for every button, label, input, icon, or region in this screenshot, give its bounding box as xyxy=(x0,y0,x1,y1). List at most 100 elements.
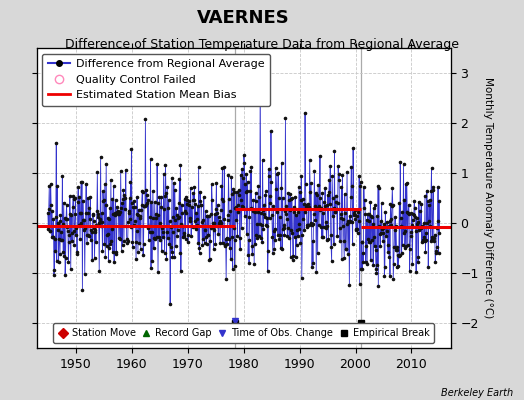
Point xyxy=(224,212,232,218)
Point xyxy=(119,196,127,203)
Point xyxy=(148,258,156,265)
Point xyxy=(405,210,413,217)
Point xyxy=(276,214,284,220)
Point xyxy=(428,234,436,240)
Point xyxy=(319,210,328,216)
Point xyxy=(217,182,226,189)
Point xyxy=(330,148,339,154)
Point xyxy=(387,221,396,228)
Point xyxy=(56,211,64,218)
Point xyxy=(154,269,162,276)
Point xyxy=(104,230,112,237)
Point xyxy=(91,227,100,234)
Point xyxy=(124,208,133,214)
Point xyxy=(421,192,429,199)
Point xyxy=(78,178,86,185)
Point xyxy=(293,227,301,234)
Point xyxy=(133,228,141,234)
Point xyxy=(91,229,99,236)
Point xyxy=(150,199,159,205)
Point xyxy=(165,196,173,203)
Point xyxy=(184,239,192,246)
Point xyxy=(167,244,175,250)
Point xyxy=(376,231,384,238)
Point xyxy=(287,227,296,234)
Point xyxy=(137,207,145,214)
Point xyxy=(147,198,156,205)
Point xyxy=(59,248,68,255)
Point xyxy=(155,194,163,201)
Point xyxy=(417,225,425,231)
Point xyxy=(372,266,380,272)
Point xyxy=(191,200,200,207)
Point xyxy=(413,219,422,225)
Point xyxy=(138,188,146,194)
Point xyxy=(422,236,431,243)
Point xyxy=(160,249,169,256)
Point xyxy=(299,201,308,208)
Point xyxy=(312,190,320,196)
Point xyxy=(86,237,95,243)
Point xyxy=(123,236,131,242)
Point xyxy=(337,256,346,262)
Point xyxy=(370,234,378,240)
Point xyxy=(187,233,195,240)
Point xyxy=(285,197,293,203)
Point xyxy=(155,234,163,240)
Point xyxy=(129,222,138,229)
Point xyxy=(406,246,414,252)
Point xyxy=(221,242,229,248)
Point xyxy=(292,242,301,248)
Point xyxy=(346,218,355,224)
Point xyxy=(335,170,343,177)
Point xyxy=(362,243,370,249)
Point xyxy=(251,241,259,247)
Point xyxy=(375,185,383,191)
Point xyxy=(325,176,333,183)
Point xyxy=(197,202,205,209)
Point xyxy=(358,239,366,246)
Point xyxy=(118,242,127,248)
Point xyxy=(280,225,288,231)
Point xyxy=(386,272,394,279)
Point xyxy=(390,227,399,234)
Point xyxy=(124,218,133,225)
Point xyxy=(92,239,100,245)
Point xyxy=(109,211,117,218)
Point xyxy=(252,198,260,204)
Point xyxy=(127,223,135,230)
Point xyxy=(96,216,104,223)
Point xyxy=(403,208,411,215)
Point xyxy=(280,232,289,238)
Point xyxy=(240,160,248,167)
Point xyxy=(151,235,159,242)
Point xyxy=(62,216,70,222)
Point xyxy=(83,240,91,246)
Point xyxy=(300,226,308,233)
Point xyxy=(243,231,251,238)
Point xyxy=(223,217,232,223)
Point xyxy=(180,233,188,239)
Point xyxy=(201,208,210,214)
Point xyxy=(180,230,188,236)
Point xyxy=(73,248,81,255)
Point xyxy=(316,152,324,159)
Point xyxy=(231,263,239,269)
Point xyxy=(71,194,80,201)
Point xyxy=(361,196,369,203)
Point xyxy=(88,256,96,263)
Point xyxy=(253,220,261,227)
Point xyxy=(90,255,99,262)
Point xyxy=(381,209,389,216)
Point xyxy=(336,238,344,244)
Point xyxy=(97,210,106,216)
Text: Berkeley Earth: Berkeley Earth xyxy=(441,388,514,398)
Point xyxy=(97,223,105,229)
Point xyxy=(69,204,77,210)
Point xyxy=(347,164,355,170)
Point xyxy=(264,268,272,274)
Point xyxy=(315,222,323,229)
Point xyxy=(213,223,221,229)
Point xyxy=(389,276,397,282)
Point xyxy=(324,236,333,242)
